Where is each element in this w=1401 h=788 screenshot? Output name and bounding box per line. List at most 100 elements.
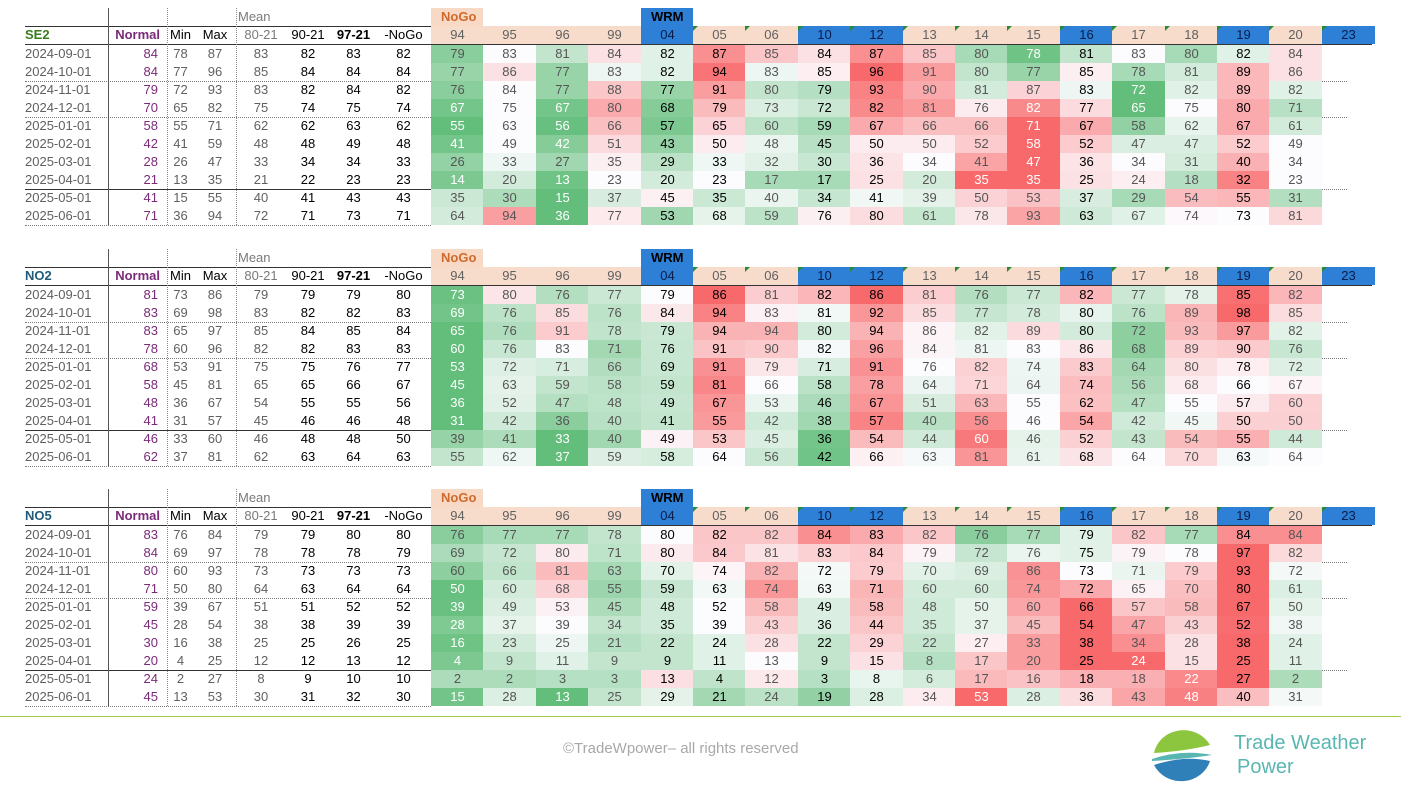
min-value: 13 bbox=[173, 172, 188, 187]
header-row: NO2 Normal Min Max 80-21 90-21 97-21 -NoGo 94 95 9… bbox=[0, 267, 1401, 285]
cell-94: 15 bbox=[431, 688, 484, 706]
min-value: 72 bbox=[173, 82, 188, 97]
nogo-mean-header: -NoGo bbox=[384, 268, 423, 283]
cell-17: 43 bbox=[1112, 430, 1165, 448]
year-header-13: 13 bbox=[903, 26, 956, 44]
mean-97-21-header: 97-21 bbox=[336, 27, 371, 42]
row-date: 2025-06-01 bbox=[25, 208, 92, 223]
cell-06: 56 bbox=[745, 448, 798, 466]
cell-96: 47 bbox=[536, 394, 589, 412]
cell-95: 30 bbox=[483, 189, 536, 207]
max-value: 91 bbox=[207, 359, 223, 374]
cell-96: 37 bbox=[536, 448, 589, 466]
mean-80-21-value: 75 bbox=[253, 100, 269, 115]
cell-05: 53 bbox=[693, 430, 746, 448]
cell-19: 50 bbox=[1217, 412, 1270, 430]
cell-17: 65 bbox=[1112, 580, 1165, 598]
cell-14: 69 bbox=[955, 562, 1008, 580]
nogo-mean-value: 25 bbox=[396, 635, 411, 650]
cell-19: 98 bbox=[1217, 304, 1270, 322]
cell-14: 17 bbox=[955, 670, 1008, 688]
header-topline bbox=[25, 507, 431, 508]
cell-13: 70 bbox=[903, 562, 956, 580]
table-row: 2025-05-01 24 2 27 8 9 10 10 2 2 3 3 13 4 12 3 8 6 17 16 18 1… bbox=[0, 670, 1401, 688]
cell-94: 41 bbox=[431, 135, 484, 153]
min-value: 55 bbox=[173, 118, 188, 133]
nogo-mean-value: 83 bbox=[396, 341, 411, 356]
min-value: 31 bbox=[173, 413, 188, 428]
table-row: 2024-10-01 84 69 97 78 78 78 79 69 72 80 71 80 84 81 83… bbox=[0, 544, 1401, 562]
cell-13: 81 bbox=[903, 99, 956, 117]
normal-value: 28 bbox=[143, 154, 158, 169]
cell-94: 64 bbox=[431, 207, 484, 225]
row-date: 2024-09-01 bbox=[25, 46, 92, 61]
min-value: 53 bbox=[173, 359, 188, 374]
cell-17: 77 bbox=[1112, 286, 1165, 304]
mean-90-21-value: 73 bbox=[300, 563, 316, 578]
cell-17: 24 bbox=[1112, 652, 1165, 670]
cell-99: 84 bbox=[588, 45, 641, 63]
cell-16: 75 bbox=[1060, 544, 1113, 562]
table-row: 2025-03-01 48 36 67 54 55 55 56 36 52 47 48 49 67 53 46… bbox=[0, 394, 1401, 412]
cell-04: 80 bbox=[641, 544, 694, 562]
cell-16: 25 bbox=[1060, 171, 1113, 189]
nogo-mean-value: 52 bbox=[396, 599, 411, 614]
mean-90-21-header: 90-21 bbox=[291, 508, 325, 523]
cell-95: 76 bbox=[483, 304, 536, 322]
cell-14: 56 bbox=[955, 412, 1008, 430]
cell-05: 11 bbox=[693, 652, 746, 670]
cell-16: 80 bbox=[1060, 322, 1113, 340]
table-row: 2025-06-01 62 37 81 62 63 64 63 55 62 37 59 58 64 56 42… bbox=[0, 448, 1401, 466]
mean-80-21-value: 79 bbox=[253, 527, 269, 542]
cell-95: 94 bbox=[483, 207, 536, 225]
cell-16: 83 bbox=[1060, 358, 1113, 376]
cell-05: 50 bbox=[693, 135, 746, 153]
mean-97-21-value: 34 bbox=[346, 154, 361, 169]
cell-05: 81 bbox=[693, 376, 746, 394]
year-header-06: 06 bbox=[745, 26, 798, 44]
cell-18: 74 bbox=[1165, 207, 1218, 225]
cell-17: 56 bbox=[1112, 376, 1165, 394]
mean-97-21-value: 43 bbox=[346, 190, 361, 205]
cell-12: 87 bbox=[850, 45, 903, 63]
cell-95: 28 bbox=[483, 688, 536, 706]
cell-20: 34 bbox=[1269, 153, 1322, 171]
column-divider bbox=[167, 249, 168, 466]
cell-95: 80 bbox=[483, 286, 536, 304]
cell-18: 70 bbox=[1165, 580, 1218, 598]
row-date: 2025-01-01 bbox=[25, 599, 92, 614]
year-header-12: 12 bbox=[850, 26, 903, 44]
header-row-top: Mean NoGo WRM bbox=[0, 249, 1401, 267]
cell-10: 76 bbox=[798, 207, 851, 225]
cell-16: 68 bbox=[1060, 448, 1113, 466]
cell-04: 13 bbox=[641, 670, 694, 688]
cell-05: 94 bbox=[693, 304, 746, 322]
cell-15: 93 bbox=[1007, 207, 1060, 225]
max-value: 71 bbox=[207, 118, 223, 133]
mean-90-21-value: 25 bbox=[300, 635, 316, 650]
header-topline bbox=[25, 267, 431, 268]
cell-14: 60 bbox=[955, 430, 1008, 448]
cell-17: 83 bbox=[1112, 45, 1165, 63]
nogo-header: NoGo bbox=[431, 8, 483, 26]
cell-17: 82 bbox=[1112, 526, 1165, 544]
table-row: 2025-02-01 45 28 54 38 38 39 39 28 37 39 34 35 39 43 36… bbox=[0, 616, 1401, 634]
min-value: 60 bbox=[173, 563, 188, 578]
cell-20: 11 bbox=[1269, 652, 1322, 670]
cell-15: 16 bbox=[1007, 670, 1060, 688]
mean-97-21-value: 83 bbox=[346, 341, 361, 356]
year-header-94: 94 bbox=[431, 507, 484, 525]
nogo-mean-value: 82 bbox=[396, 46, 411, 61]
mean-97-21-value: 63 bbox=[346, 118, 361, 133]
cell-17: 42 bbox=[1112, 412, 1165, 430]
cell-94: 67 bbox=[431, 99, 484, 117]
row-date: 2025-05-01 bbox=[25, 431, 92, 446]
max-value: 84 bbox=[207, 527, 223, 542]
cell-06: 83 bbox=[745, 63, 798, 81]
year-header-04: 04 bbox=[641, 267, 694, 285]
mean-90-21-value: 79 bbox=[300, 287, 316, 302]
cell-10: 36 bbox=[798, 430, 851, 448]
cell-06: 85 bbox=[745, 45, 798, 63]
mean-80-21-header: 80-21 bbox=[244, 508, 278, 523]
mean-90-21-value: 48 bbox=[300, 431, 316, 446]
